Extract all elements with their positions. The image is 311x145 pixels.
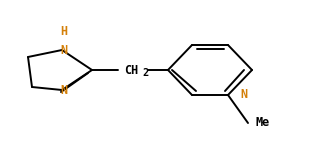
Text: Me: Me [256, 116, 270, 129]
Text: N: N [240, 88, 248, 102]
Text: N: N [60, 84, 67, 97]
Text: H: H [60, 25, 67, 38]
Text: N: N [60, 44, 67, 57]
Text: CH: CH [124, 64, 138, 77]
Text: 2: 2 [142, 68, 148, 78]
